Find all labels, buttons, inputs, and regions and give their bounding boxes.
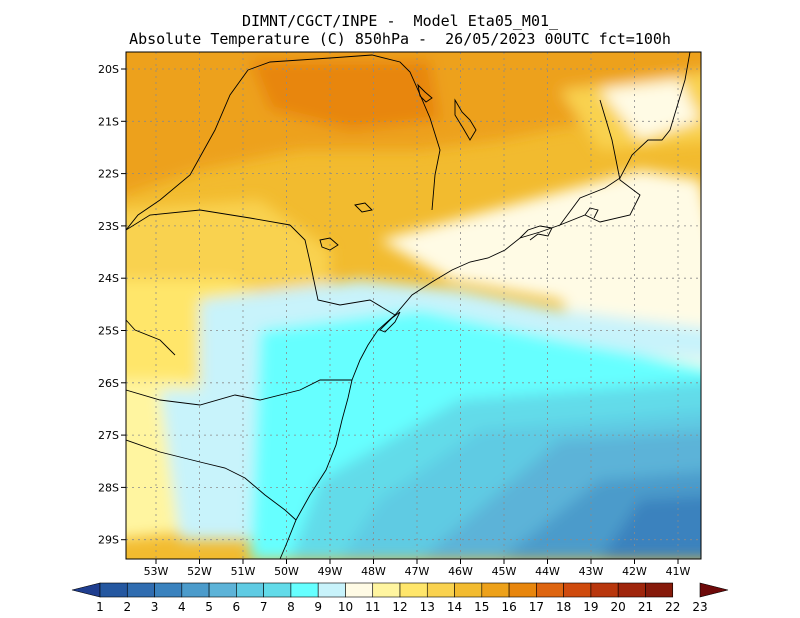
lon-tick-label: 44W	[535, 565, 560, 578]
lat-tick-label: 22S	[98, 168, 119, 181]
colorbar-swatch	[99, 582, 128, 598]
colorbar-swatch	[372, 582, 401, 598]
lon-tick-label: 49W	[318, 565, 343, 578]
colorbar-swatch	[481, 582, 510, 598]
plot-frame	[125, 51, 702, 560]
lon-tick-label: 43W	[579, 565, 604, 578]
border-pr-sc	[126, 379, 352, 406]
lon-tick-label: 51W	[231, 565, 256, 578]
lon-tick-label: 47W	[405, 565, 430, 578]
border-sp-mg	[247, 54, 441, 211]
lon-tick-label: 46W	[448, 565, 473, 578]
colorbar-swatch	[590, 582, 619, 598]
colorbar-label: 4	[178, 600, 186, 614]
colorbar-swatch	[345, 582, 374, 598]
colorbar-label: 21	[638, 600, 653, 614]
colorbar-label: 1	[96, 600, 104, 614]
colorbar-label: 2	[123, 600, 131, 614]
colorbar-label: 13	[420, 600, 435, 614]
colorbar-arrow-low	[71, 582, 101, 598]
colorbar-label: 23	[692, 600, 707, 614]
border-ms-py	[126, 319, 176, 356]
lat-tick-label: 29S	[98, 534, 119, 547]
colorbar-label: 6	[233, 600, 241, 614]
border-sp-ms	[126, 69, 249, 231]
colorbar-label: 9	[314, 600, 322, 614]
colorbar-label: 5	[205, 600, 213, 614]
coastline-borders	[126, 52, 691, 559]
colorbar-swatch	[536, 582, 564, 598]
lake-3	[354, 202, 373, 213]
colorbar-label: 11	[365, 600, 380, 614]
colorbar-label: 15	[474, 600, 489, 614]
colorbar-labels: 1 2 3 4 5 6 7 8 9 10 11 12 13 14 15 16 17 18 19 20 21 22 23	[96, 600, 707, 614]
colorbar-swatch	[317, 582, 346, 598]
map-gridlines	[126, 52, 701, 559]
colorbar-swatch	[508, 582, 537, 598]
colorbar-swatch	[426, 582, 455, 598]
lon-tick-label: 41W	[666, 565, 691, 578]
lat-tick-label: 26S	[98, 377, 119, 390]
border-sc-rs	[126, 439, 297, 521]
colorbar-swatch	[181, 582, 210, 598]
lat-tick-label: 23S	[98, 220, 119, 233]
colorbar-label: 17	[529, 600, 544, 614]
lon-tick-label: 50W	[274, 565, 299, 578]
lat-tick-label: 25S	[98, 325, 119, 338]
latitude-axis: 20S 21S 22S 23S 24S 25S 26S 27S 28S 29S	[98, 63, 126, 547]
colorbar-swatch	[263, 582, 292, 598]
coastline	[279, 99, 641, 559]
colorbar-swatch	[645, 582, 674, 598]
chart-title-line-1: DIMNT/CGCT/INPE - Model Eta05_M01_	[241, 12, 559, 30]
lat-tick-label: 20S	[98, 63, 119, 76]
colorbar-swatch	[236, 582, 264, 598]
chart-title-line-2: Absolute Temperature (C) 850hPa - 26/05/…	[129, 30, 671, 48]
colorbar-swatch	[617, 582, 646, 598]
colorbar-label: 19	[583, 600, 598, 614]
colorbar-label: 20	[611, 600, 626, 614]
lat-tick-label: 27S	[98, 429, 119, 442]
border-rj-mg	[559, 52, 691, 226]
colorbar-label: 22	[665, 600, 680, 614]
temperature-field	[126, 52, 701, 559]
colorbar-swatch	[208, 582, 237, 598]
colorbar-label: 18	[556, 600, 571, 614]
colorbar-swatch	[563, 582, 592, 598]
colorbar-label: 10	[338, 600, 353, 614]
colorbar-arrow-high	[699, 582, 729, 598]
lon-tick-label: 53W	[144, 565, 169, 578]
colorbar-label: 14	[447, 600, 462, 614]
lake-4	[417, 83, 433, 103]
lat-tick-label: 21S	[98, 115, 119, 128]
lat-tick-label: 28S	[98, 481, 119, 494]
colorbar-swatch	[154, 582, 183, 598]
colorbar-label: 3	[151, 600, 159, 614]
colorbar-swatch	[290, 582, 319, 598]
lon-tick-label: 45W	[492, 565, 517, 578]
colorbar-label: 7	[260, 600, 268, 614]
longitude-axis: 53W 52W 51W 50W 49W 48W 47W 46W 45W 44W 43W 42W 41W	[144, 559, 691, 578]
lon-tick-label: 52W	[187, 565, 212, 578]
bay-ilha	[379, 311, 401, 333]
colorbar-swatch	[454, 582, 483, 598]
border-pr-sp	[289, 224, 396, 316]
colorbar	[71, 582, 729, 598]
colorbar-label: 12	[392, 600, 407, 614]
lon-tick-label: 42W	[622, 565, 647, 578]
colorbar-swatch	[399, 582, 428, 598]
colorbar-label: 8	[287, 600, 295, 614]
colorbar-swatch	[126, 582, 155, 598]
lake-1	[454, 98, 477, 141]
lon-tick-label: 48W	[361, 565, 386, 578]
lat-tick-label: 24S	[98, 272, 119, 285]
colorbar-label: 16	[501, 600, 516, 614]
border-pr-north	[126, 209, 291, 231]
lake-2	[319, 237, 339, 251]
coast-rj-bays	[519, 207, 599, 241]
